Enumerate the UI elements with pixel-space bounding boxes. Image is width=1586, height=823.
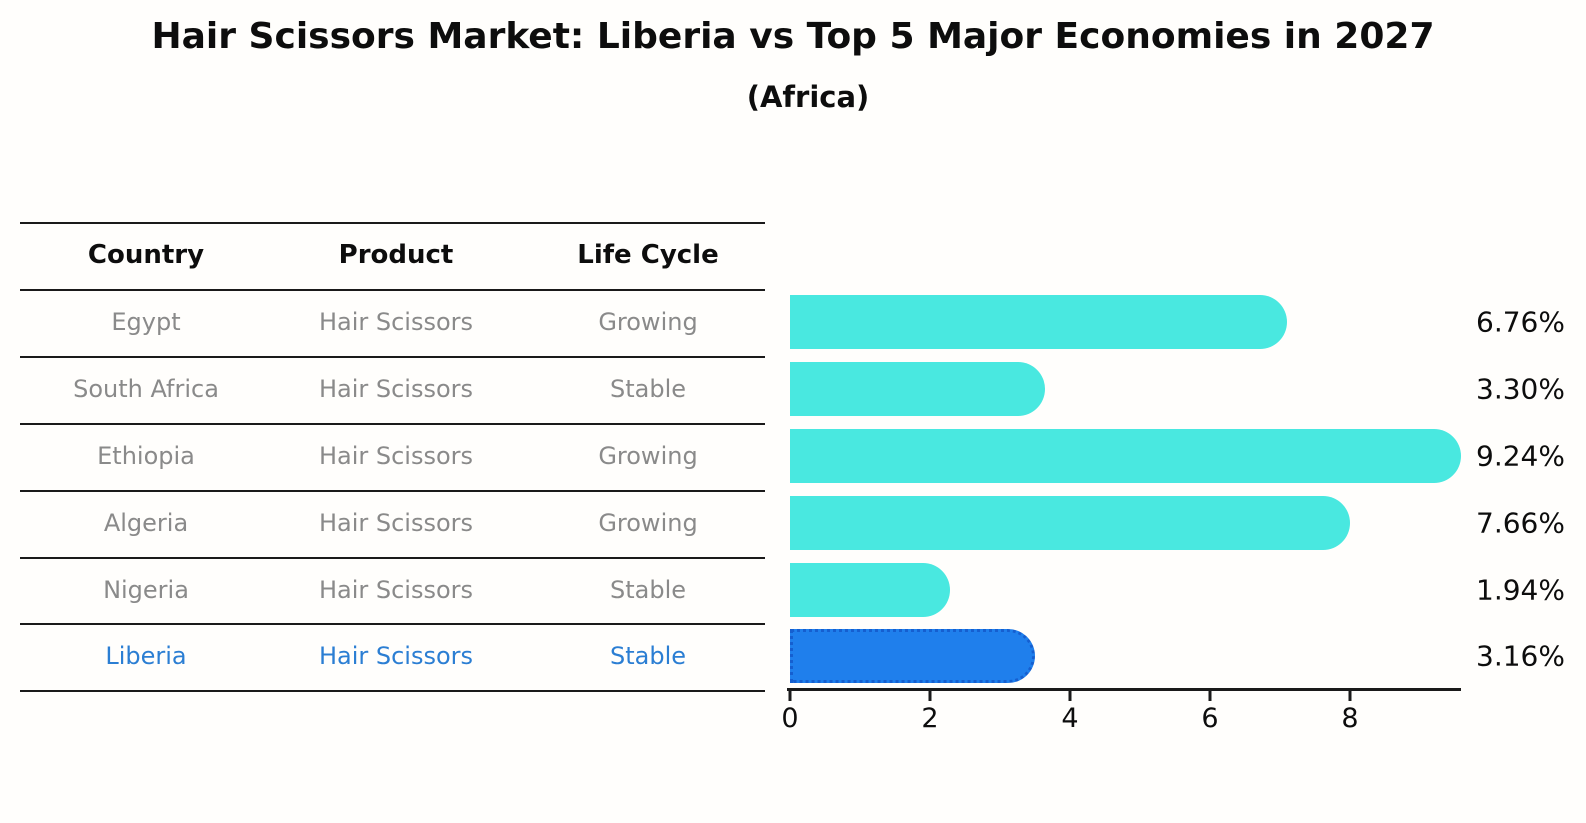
table-cell-product: Hair Scissors xyxy=(318,375,474,403)
table-cell-product: Hair Scissors xyxy=(318,576,474,604)
x-axis-tick xyxy=(1208,691,1212,701)
table-cell-country: Egypt xyxy=(111,308,181,336)
bar-liberia xyxy=(790,629,1035,683)
table-column-header-life_cycle: Life Cycle xyxy=(577,240,719,270)
table-separator-line xyxy=(20,690,765,692)
table-cell-life_cycle: Growing xyxy=(598,509,698,537)
table-separator-line xyxy=(20,423,765,425)
x-axis-tick-label: 0 xyxy=(781,703,799,734)
x-axis-line xyxy=(787,688,1461,691)
bar-egypt xyxy=(790,295,1287,349)
x-axis-tick xyxy=(928,691,932,701)
bar-south-africa xyxy=(790,362,1045,416)
chart-title: Hair Scissors Market: Liberia vs Top 5 M… xyxy=(151,16,1435,57)
table-column-header-product: Product xyxy=(338,240,454,270)
bar-value-label: 6.76% xyxy=(1476,305,1565,339)
chart-subtitle: (Africa) xyxy=(746,80,870,114)
x-axis-tick-label: 4 xyxy=(1061,703,1079,734)
table-cell-country: South Africa xyxy=(73,375,219,403)
table-cell-life_cycle: Stable xyxy=(609,642,687,670)
table-cell-life_cycle: Growing xyxy=(598,308,698,336)
table-cell-life_cycle: Stable xyxy=(609,576,687,604)
table-column-header-country: Country xyxy=(87,240,205,270)
x-axis-tick-label: 6 xyxy=(1201,703,1219,734)
bar-value-label: 7.66% xyxy=(1476,506,1565,540)
x-axis-tick-label: 2 xyxy=(921,703,939,734)
table-cell-country: Nigeria xyxy=(103,576,189,604)
x-axis-tick xyxy=(788,691,792,701)
bar-nigeria xyxy=(790,563,950,617)
x-axis-tick xyxy=(1348,691,1352,701)
table-separator-line xyxy=(20,490,765,492)
table-cell-life_cycle: Stable xyxy=(609,375,687,403)
bar-value-label: 3.30% xyxy=(1476,372,1565,406)
bar-value-label: 1.94% xyxy=(1476,573,1565,607)
table-separator-line xyxy=(20,289,765,291)
bar-value-label: 3.16% xyxy=(1476,639,1565,673)
table-separator-line xyxy=(20,222,765,224)
table-separator-line xyxy=(20,623,765,625)
table-cell-life_cycle: Growing xyxy=(598,442,698,470)
table-separator-line xyxy=(20,356,765,358)
x-axis-tick xyxy=(1068,691,1072,701)
table-cell-product: Hair Scissors xyxy=(318,442,474,470)
table-cell-product: Hair Scissors xyxy=(318,308,474,336)
table-cell-country: Ethiopia xyxy=(97,442,195,470)
bar-ethiopia xyxy=(790,429,1461,483)
table-cell-product: Hair Scissors xyxy=(318,509,474,537)
table-cell-country: Algeria xyxy=(103,509,189,537)
bar-value-label: 9.24% xyxy=(1476,439,1565,473)
table-separator-line xyxy=(20,557,765,559)
table-cell-country: Liberia xyxy=(105,642,187,670)
table-cell-product: Hair Scissors xyxy=(318,642,474,670)
bar-algeria xyxy=(790,496,1350,550)
x-axis-tick-label: 8 xyxy=(1341,703,1359,734)
